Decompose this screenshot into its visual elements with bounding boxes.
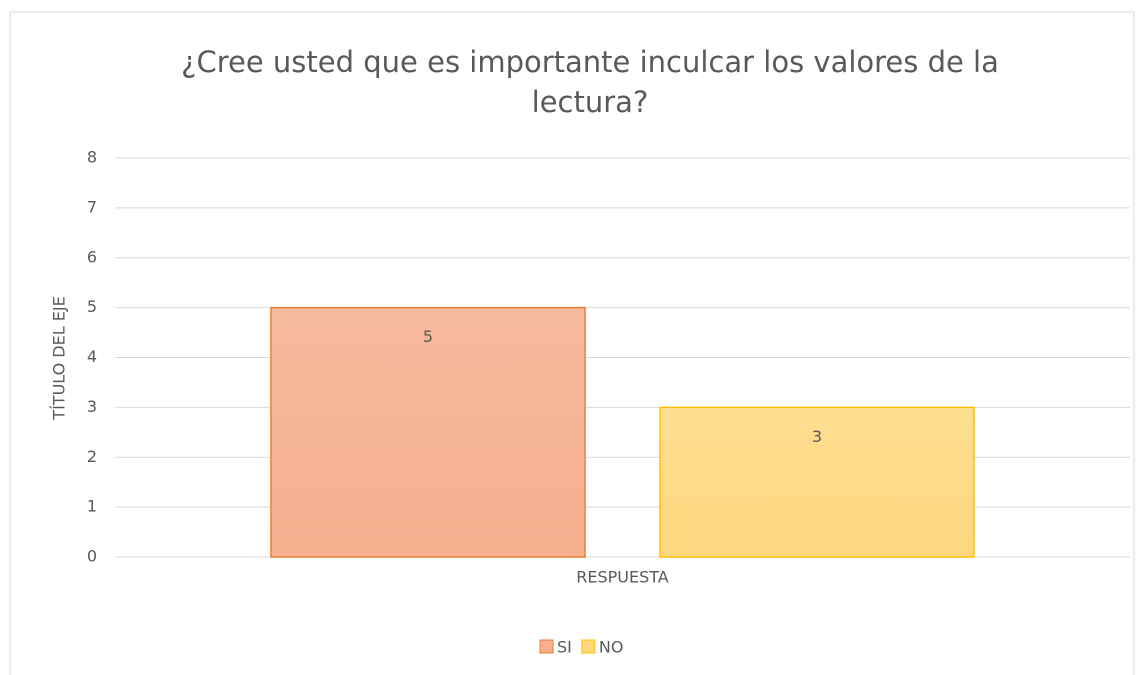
legend-label: NO [599,638,624,657]
y-axis-title: TÍTULO DEL EJE [50,296,69,420]
chart-title: ¿Cree usted que es importante inculcar l… [181,45,999,119]
y-tick-label: 8 [87,148,97,167]
y-tick-label: 2 [87,447,97,466]
y-tick-label: 5 [87,297,97,316]
y-tick-label: 3 [87,397,97,416]
y-tick-label: 4 [87,347,97,366]
x-tick-label: RESPUESTA [576,568,669,587]
data-label: 5 [423,327,433,346]
legend-swatch [581,639,596,654]
y-tick-label: 1 [87,497,97,516]
legend-swatch [539,639,554,654]
y-tick-label: 7 [87,197,97,216]
bar [659,406,975,558]
y-tick-label: 0 [87,547,97,566]
data-label: 3 [812,427,822,446]
bar [270,306,586,558]
y-tick-label: 6 [87,247,97,266]
legend-label: SI [557,638,572,657]
